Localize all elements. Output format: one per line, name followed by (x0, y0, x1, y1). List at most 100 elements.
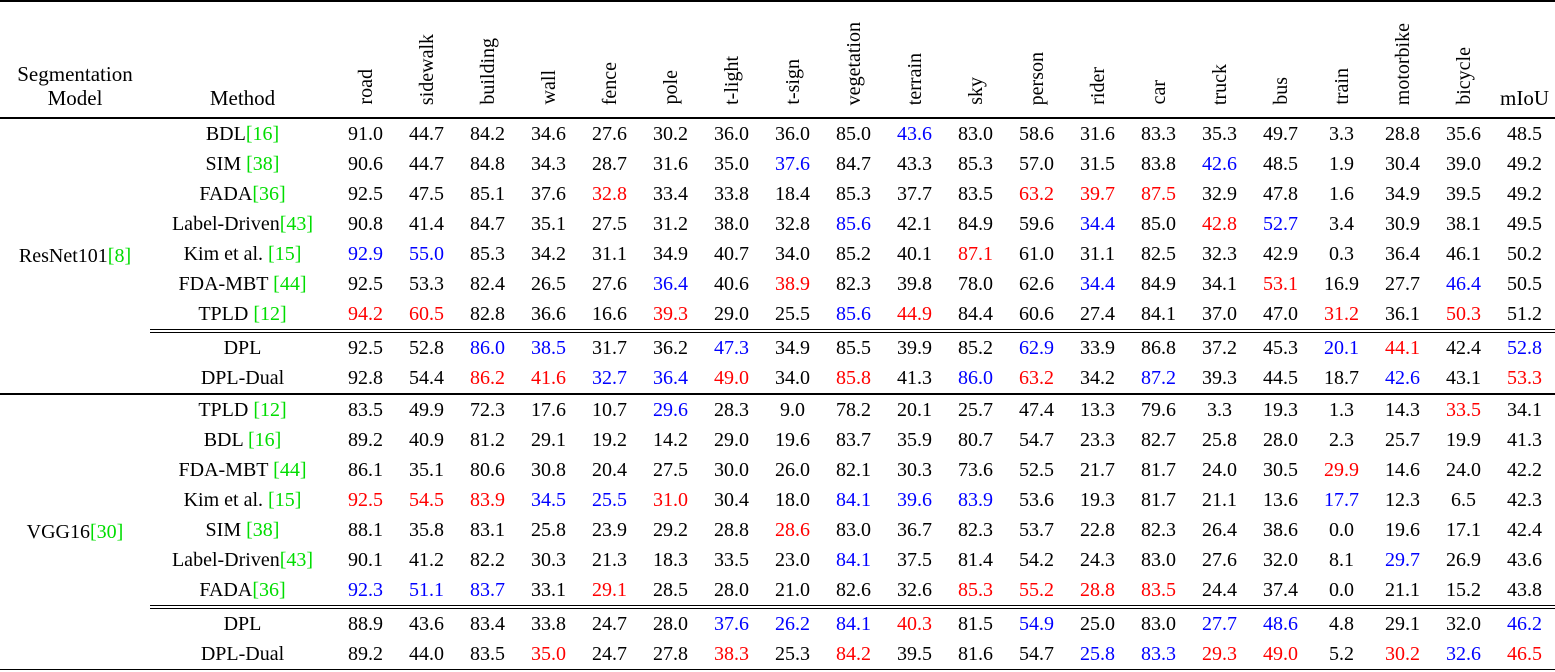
score-cell: 20.1 (897, 399, 932, 421)
method-name: DPL (223, 613, 262, 635)
score-cell: 37.6 (775, 153, 810, 175)
method-citation: [15] (268, 243, 302, 265)
score-cell: 38.0 (714, 213, 749, 235)
column-header-sky: sky (945, 1, 1006, 119)
score-cell: 10.7 (592, 399, 627, 421)
method-cell: DPL-Dual (150, 639, 335, 672)
score-cell: 19.2 (592, 429, 627, 451)
score-cell: 34.2 (1067, 363, 1128, 395)
header-model-line: Model (47, 85, 103, 110)
score-cell: 24.0 (1202, 459, 1237, 481)
score-cell: 78.0 (958, 273, 993, 295)
score-cell: 55.0 (409, 243, 444, 265)
rotated-column-label: rider (1086, 67, 1109, 105)
score-cell: 3.3 (1329, 123, 1354, 145)
score-cell: 82.2 (470, 549, 505, 571)
rotated-column-label: bus (1269, 77, 1292, 105)
score-cell: 85.3 (958, 579, 993, 601)
rotated-column-label: wall (537, 70, 560, 105)
score-cell: 26.4 (1202, 519, 1237, 541)
score-cell: 36.0 (714, 123, 749, 145)
score-cell: 39.3 (1189, 363, 1250, 395)
score-cell: 90.8 (348, 213, 383, 235)
score-cell: 37.5 (897, 549, 932, 571)
score-cell: 25.8 (1067, 639, 1128, 672)
score-cell: 83.5 (958, 183, 993, 205)
column-header-method: Method (150, 1, 335, 119)
score-cell: 31.7 (579, 329, 640, 363)
rotated-column-label: vegetation (842, 21, 865, 105)
score-cell: 30.2 (1372, 639, 1433, 672)
score-cell: 30.3 (531, 549, 566, 571)
score-cell: 18.4 (775, 183, 810, 205)
score-cell: 92.5 (348, 183, 383, 205)
score-cell: 83.0 (1141, 549, 1176, 571)
score-cell: 43.6 (1507, 549, 1542, 571)
score-cell: 84.8 (470, 153, 505, 175)
score-cell: 54.2 (1019, 549, 1054, 571)
column-header-t-sign: t-sign (762, 1, 823, 119)
score-cell: 19.6 (775, 429, 810, 451)
score-cell: 85.5 (823, 329, 884, 363)
method-name: TPLD (198, 303, 254, 325)
score-cell: 16.6 (592, 303, 627, 325)
score-cell: 88.9 (335, 605, 396, 639)
column-header-sidewalk: sidewalk (396, 1, 457, 119)
score-cell: 18.0 (775, 489, 810, 511)
score-cell: 46.1 (1446, 243, 1481, 265)
score-cell: 1.9 (1329, 153, 1354, 175)
score-cell: 43.8 (1507, 579, 1542, 601)
score-cell: 34.9 (1385, 183, 1420, 205)
score-cell: 46.4 (1446, 273, 1481, 295)
score-cell: 84.1 (823, 605, 884, 639)
score-cell: 19.6 (1385, 519, 1420, 541)
column-header-vegetation: vegetation (823, 1, 884, 119)
score-cell: 19.9 (1446, 429, 1481, 451)
score-cell: 32.0 (1433, 605, 1494, 639)
score-cell: 49.5 (1507, 213, 1542, 235)
score-cell: 44.9 (897, 303, 932, 325)
score-cell: 86.0 (945, 363, 1006, 395)
method-name: Label-Driven (171, 213, 280, 235)
score-cell: 33.1 (531, 579, 566, 601)
score-cell: 85.3 (470, 243, 505, 265)
score-cell: 34.6 (531, 123, 566, 145)
score-cell: 28.8 (1385, 123, 1420, 145)
column-header-motorbike: motorbike (1372, 1, 1433, 119)
score-cell: 35.0 (518, 639, 579, 672)
column-header-bus: bus (1250, 1, 1311, 119)
score-cell: 0.0 (1329, 579, 1354, 601)
score-cell: 37.4 (1263, 579, 1298, 601)
score-cell: 39.6 (897, 489, 932, 511)
score-cell: 27.6 (592, 123, 627, 145)
score-cell: 48.6 (1250, 605, 1311, 639)
score-cell: 49.7 (1263, 123, 1298, 145)
score-cell: 35.6 (1446, 123, 1481, 145)
score-cell: 42.4 (1507, 519, 1542, 541)
score-cell: 24.4 (1202, 579, 1237, 601)
score-cell: 14.3 (1385, 399, 1420, 421)
score-cell: 30.2 (653, 123, 688, 145)
score-cell: 28.5 (653, 579, 688, 601)
method-name: FADA (199, 183, 253, 205)
method-name: FADA (199, 579, 253, 601)
score-cell: 14.6 (1385, 459, 1420, 481)
score-cell: 59.6 (1019, 213, 1054, 235)
rotated-column-label: road (354, 69, 377, 105)
score-cell: 55.2 (1019, 579, 1054, 601)
method-citation: [38] (246, 519, 280, 541)
method-name: DPL-Dual (200, 367, 285, 389)
score-cell: 24.0 (1446, 459, 1481, 481)
score-cell: 24.7 (579, 639, 640, 672)
score-cell: 89.2 (348, 429, 383, 451)
score-cell: 35.3 (1202, 123, 1237, 145)
method-citation: [16] (245, 123, 280, 145)
score-cell: 29.0 (714, 303, 749, 325)
score-cell: 33.8 (518, 605, 579, 639)
score-cell: 87.5 (1141, 183, 1176, 205)
method-cell: BDL [16] (150, 425, 335, 455)
score-cell: 44.0 (396, 639, 457, 672)
score-cell: 81.2 (470, 429, 505, 451)
method-name: TPLD (198, 399, 254, 421)
method-citation: [12] (253, 399, 287, 421)
